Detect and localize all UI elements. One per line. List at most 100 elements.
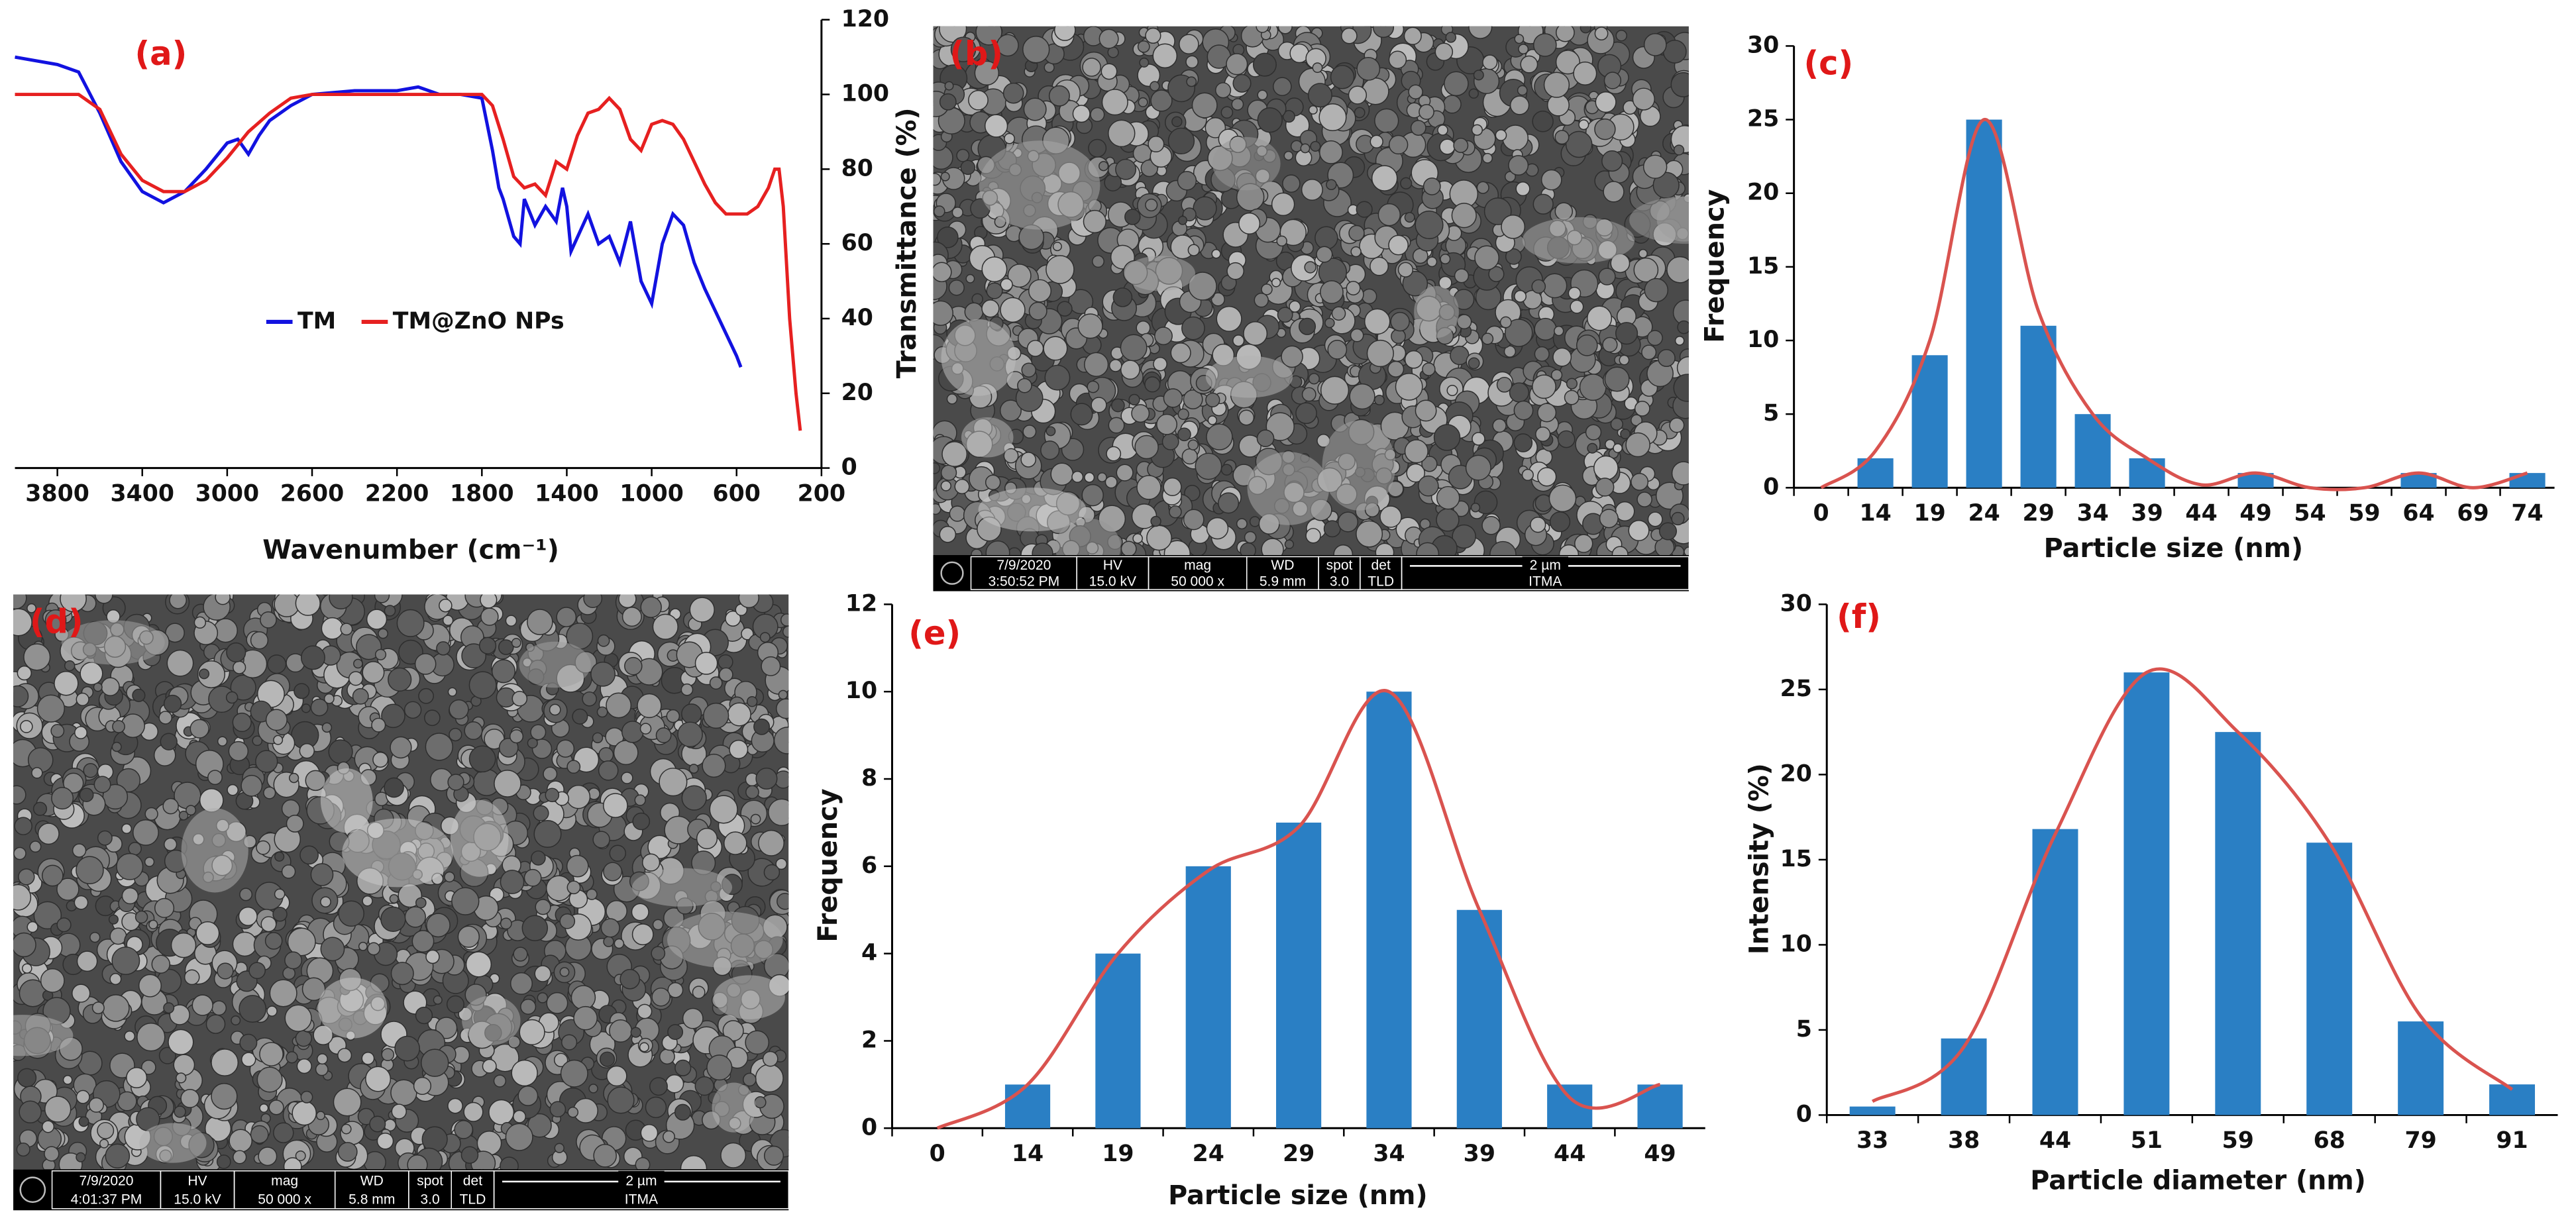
sem-grain [50, 724, 65, 738]
sem-grain [727, 702, 751, 727]
sem-grain [1404, 212, 1415, 223]
sem-grain [436, 641, 451, 656]
sem-grain [1205, 392, 1220, 407]
sem-cluster [712, 1082, 756, 1133]
sem-grain [511, 690, 528, 707]
x-tick-label: 3000 [195, 480, 260, 507]
sem-grain [272, 907, 288, 922]
sem-grain [266, 1005, 278, 1017]
sem-grain [195, 921, 220, 945]
sem-grain [420, 1049, 449, 1077]
sem-grain [1082, 58, 1101, 77]
sem-grain [1615, 322, 1638, 345]
bar [2032, 829, 2078, 1115]
sem-grain [27, 603, 36, 613]
sem-grain [54, 671, 79, 696]
sem-grain [1356, 57, 1381, 81]
sem-grain [1320, 280, 1344, 304]
sem-grain [380, 906, 406, 933]
sem-grain [197, 660, 225, 689]
sem-grain [447, 687, 457, 697]
sem-grain [371, 717, 386, 733]
sem-grain [1220, 464, 1233, 476]
sem-grain [186, 805, 197, 816]
sem-grain [659, 768, 688, 797]
sem-grain [1489, 540, 1517, 556]
sem-grain [295, 594, 321, 616]
sem-grain [426, 913, 451, 938]
sem-grain [1619, 354, 1630, 366]
sem-grain [1540, 169, 1562, 191]
x-tick-label: 51 [2131, 1127, 2163, 1154]
sem-grain [1632, 87, 1655, 111]
sem-grain [1641, 344, 1657, 360]
sem-grain [1379, 505, 1402, 528]
sem-grain [1602, 336, 1618, 353]
sem-grain [527, 609, 553, 635]
sem-grain [381, 1048, 395, 1061]
y-tick-label: 5 [1796, 1016, 1812, 1043]
sem-grain [666, 709, 680, 723]
sem-grain [606, 692, 632, 719]
sem-grain [981, 299, 1000, 318]
x-tick-label: 3400 [110, 480, 174, 507]
sem-grain [1310, 140, 1321, 152]
sem-grain [1099, 28, 1119, 49]
sem-grain [491, 659, 516, 684]
sem-grain [948, 280, 965, 296]
sem-grain [1071, 470, 1084, 483]
bar [1849, 1106, 1896, 1115]
sem-cluster [979, 140, 1100, 230]
sem-grain [341, 1123, 352, 1135]
sem-grain [264, 932, 283, 950]
sem-grain [124, 1030, 136, 1042]
sem-grain [1150, 81, 1160, 91]
sem-grain [1603, 181, 1625, 203]
sem-grain [1101, 89, 1128, 116]
sem-grain [1404, 439, 1428, 464]
sem-grain [1261, 283, 1273, 295]
sem-grain [390, 736, 412, 759]
sem-grain [1515, 181, 1530, 197]
y-tick-label: 0 [1796, 1101, 1812, 1127]
sem-grain [1373, 394, 1385, 405]
sem-grain [651, 988, 671, 1007]
sem-grain [1481, 333, 1494, 345]
sem-grain [480, 594, 498, 609]
sem-grain [217, 962, 234, 980]
sem-grain [241, 1052, 256, 1067]
sem-grain [1361, 288, 1377, 305]
sem-grain [1249, 516, 1261, 527]
sem-grain [1453, 138, 1469, 153]
sem-grain [1218, 492, 1240, 514]
sem-grain [1543, 72, 1570, 98]
bar [1366, 692, 1412, 1129]
y-tick-label: 20 [841, 380, 873, 406]
sem-grain [498, 737, 519, 758]
sem-grain [1161, 433, 1179, 450]
sem-grain [624, 656, 643, 676]
sem-grain [286, 815, 304, 833]
sem-grain [358, 941, 368, 951]
sem-grain [78, 1116, 89, 1127]
sem-grain [102, 994, 130, 1022]
sem-grain [1295, 402, 1317, 425]
sem-grain [250, 631, 269, 650]
sem-grain [1028, 301, 1047, 321]
sem-grain [1256, 429, 1275, 448]
y-tick-label: 20 [1780, 760, 1812, 787]
sem-grain [76, 950, 98, 972]
sem-grain [1638, 248, 1648, 258]
bar [1095, 953, 1141, 1129]
x-tick-label: 1000 [619, 480, 684, 507]
sem-grain [1388, 134, 1409, 155]
sem-grain [609, 845, 627, 862]
sem-grain [1419, 104, 1434, 120]
sem-grain [1451, 203, 1477, 229]
sem-grain [315, 1111, 325, 1121]
sem-grain [1603, 72, 1622, 89]
sem-grain [1043, 336, 1068, 361]
sem-grain [250, 1125, 269, 1144]
sem-cluster [320, 768, 373, 833]
sem-grain [1026, 340, 1044, 357]
